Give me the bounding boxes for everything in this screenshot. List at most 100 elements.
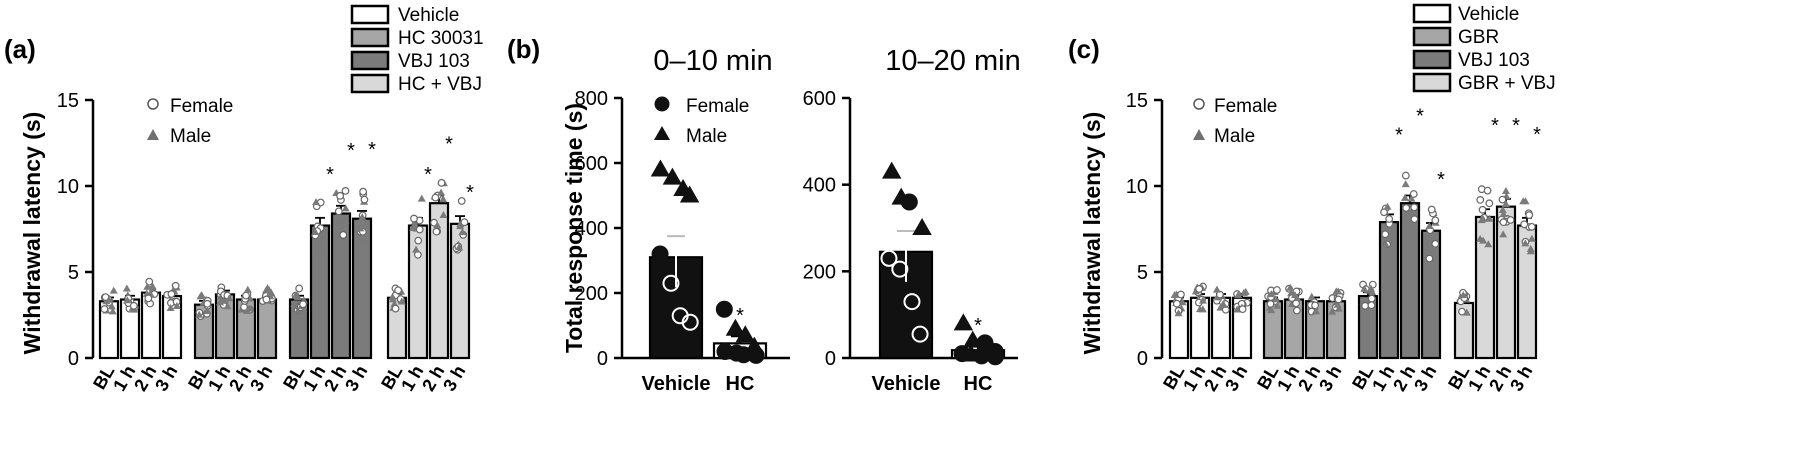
panel-c-y-axis-label: Withdrawal latency (s) <box>1079 112 1105 355</box>
legend-swatch-hc-vbj <box>350 73 390 94</box>
male-point <box>1234 291 1243 299</box>
female-point <box>1334 295 1343 304</box>
male-point <box>265 286 274 294</box>
male-point <box>433 221 442 229</box>
female-point <box>1527 222 1536 231</box>
male-point <box>195 310 204 318</box>
y-tick-label: 600 <box>575 153 608 175</box>
female-point <box>1177 290 1185 299</box>
male-point <box>1212 285 1221 293</box>
panel-c: (c) Withdrawal latency (s) Vehicle GBR V… <box>1068 3 1556 395</box>
y-tick-label: 800 <box>575 88 608 110</box>
female-point <box>203 299 212 308</box>
female-point <box>336 191 345 200</box>
female-point <box>1172 299 1181 308</box>
bar <box>1399 202 1421 360</box>
legend-label-vbj103: VBJ 103 <box>398 51 470 72</box>
panel-b-plot-10-20: 0 200 400 600 Vehicle * HC <box>803 88 1018 395</box>
male-point <box>334 218 343 226</box>
female-point <box>1410 215 1419 224</box>
male-point <box>1170 291 1179 299</box>
significance-star: * <box>1437 169 1445 191</box>
male-point <box>439 195 448 203</box>
legend-label-hc-vbj: HC + VBJ <box>398 74 482 95</box>
subpanel-title-10-20-min: 10–20 min <box>885 45 1020 77</box>
male-point <box>1485 214 1494 222</box>
female-point <box>341 186 350 195</box>
male-marker-icon <box>654 126 670 140</box>
significance-star: * <box>368 139 376 161</box>
panel-b-plot-0-10: 0 200 400 600 800 Vehicle * HC <box>575 88 790 395</box>
male-point <box>104 295 113 303</box>
panel-c-marker-legend: Female Male <box>1193 96 1277 147</box>
female-point <box>1367 294 1376 303</box>
male-point <box>338 225 347 233</box>
bar <box>407 224 429 360</box>
female-point <box>360 195 369 204</box>
male-point <box>107 302 116 310</box>
male-point <box>290 299 299 307</box>
male-point <box>388 292 397 300</box>
male-point <box>953 313 974 331</box>
male-point <box>245 304 254 312</box>
female-point <box>1476 196 1485 204</box>
female-marker-icon <box>1193 98 1205 110</box>
x-tick-label: 3 h <box>439 362 469 395</box>
marker-legend-female: Female <box>170 96 233 117</box>
male-point <box>679 185 700 203</box>
female-point <box>900 193 918 211</box>
y-tick-label: 15 <box>1126 90 1148 112</box>
female-point <box>1380 208 1388 217</box>
male-point <box>1334 287 1343 295</box>
male-point <box>1501 200 1510 208</box>
male-point <box>1459 291 1468 299</box>
male-point <box>1239 288 1248 296</box>
female-point <box>903 293 921 311</box>
significance-star: * <box>1512 115 1520 137</box>
male-point <box>1479 236 1488 244</box>
female-point <box>1195 285 1204 293</box>
y-tick-label: 0 <box>597 348 608 370</box>
significance-star: * <box>1395 124 1403 146</box>
male-marker-icon <box>1193 129 1205 140</box>
male-point <box>1290 291 1299 299</box>
female-point <box>1427 205 1436 214</box>
legend-swatch-vbj103 <box>1412 49 1452 70</box>
male-point <box>1198 305 1207 313</box>
panel-a: (a) Withdrawal latency (s) Vehicle HC 30… <box>4 4 484 395</box>
male-point <box>312 198 321 206</box>
male-point <box>358 213 367 221</box>
female-point <box>1361 301 1370 310</box>
female-point <box>100 305 109 313</box>
female-point <box>457 197 466 205</box>
male-point <box>1521 197 1530 205</box>
marker-legend-male: Male <box>170 126 211 147</box>
male-point <box>1402 218 1411 226</box>
female-point <box>167 290 176 298</box>
legend-label-gbr: GBR <box>1458 27 1499 48</box>
bar <box>309 224 331 360</box>
female-point <box>1506 216 1515 224</box>
y-tick-label: 15 <box>57 90 79 112</box>
female-point <box>1381 230 1390 239</box>
y-tick-label: 400 <box>803 175 836 197</box>
male-point <box>1381 240 1390 248</box>
female-point <box>1409 190 1418 198</box>
male-point <box>1402 215 1411 223</box>
female-marker-icon <box>147 98 159 110</box>
male-point <box>1501 187 1510 195</box>
bar <box>256 298 278 360</box>
female-point <box>880 249 898 267</box>
male-point <box>1423 238 1432 246</box>
male-point <box>1360 284 1369 292</box>
legend-swatch-hc30031 <box>350 27 390 48</box>
male-point <box>455 243 464 251</box>
male-point <box>1367 284 1376 292</box>
significance-star: * <box>424 164 432 186</box>
female-point <box>1266 300 1275 308</box>
y-tick-label: 0 <box>1137 348 1148 370</box>
male-point <box>1405 207 1414 215</box>
male-point <box>650 159 671 177</box>
male-point <box>122 284 131 292</box>
male-point <box>172 301 181 309</box>
